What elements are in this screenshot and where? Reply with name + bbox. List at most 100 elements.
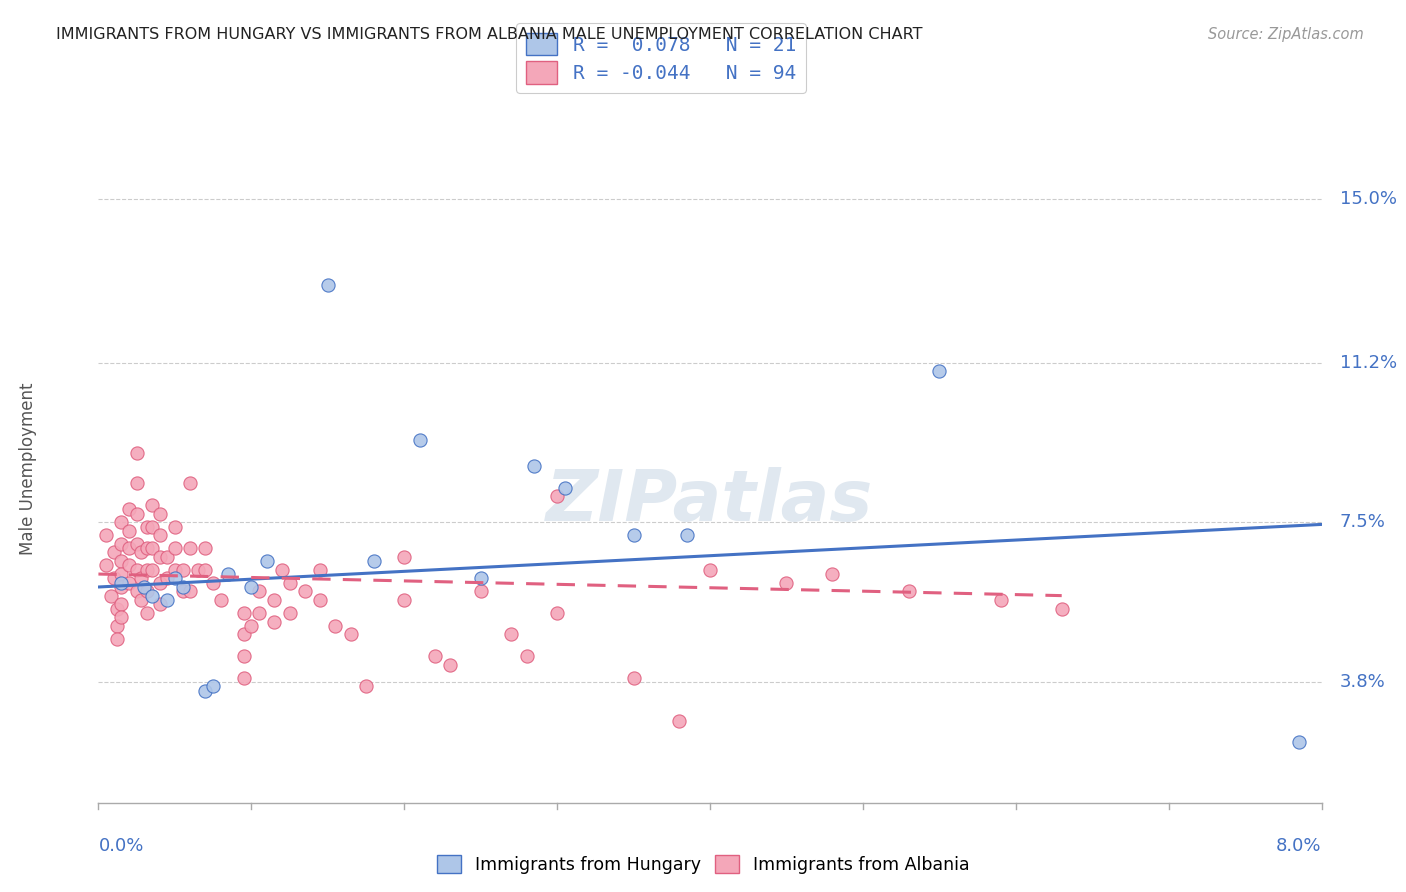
Point <box>105 619 128 633</box>
Point <box>408 434 430 448</box>
Point <box>232 627 254 641</box>
Point <box>136 584 159 599</box>
Point <box>149 575 172 590</box>
Point <box>110 580 132 594</box>
Point <box>439 657 461 672</box>
Point <box>247 584 270 599</box>
Point <box>515 648 537 663</box>
Point <box>668 714 690 728</box>
Point <box>141 541 163 556</box>
Point <box>110 597 132 611</box>
Point <box>103 571 125 585</box>
Point <box>125 563 148 577</box>
Point <box>240 619 263 633</box>
Point <box>278 606 301 620</box>
Point <box>141 589 163 603</box>
Point <box>217 567 239 582</box>
Point <box>149 528 172 542</box>
Point <box>392 549 416 564</box>
Point <box>149 549 172 564</box>
Point <box>232 671 254 685</box>
Point <box>363 554 385 568</box>
Point <box>423 648 446 663</box>
Point <box>309 593 332 607</box>
Point <box>523 459 546 474</box>
Point <box>110 554 132 568</box>
Point <box>247 606 270 620</box>
Text: 15.0%: 15.0% <box>1340 189 1398 208</box>
Point <box>1288 735 1310 749</box>
Legend: R =  0.078   N = 21, R = -0.044   N = 94: R = 0.078 N = 21, R = -0.044 N = 94 <box>516 23 806 94</box>
Point <box>118 558 141 573</box>
Point <box>897 584 920 599</box>
Point <box>270 563 294 577</box>
Point <box>163 563 186 577</box>
Text: Male Unemployment: Male Unemployment <box>20 382 38 555</box>
Point <box>103 545 125 559</box>
Point <box>554 481 576 495</box>
Point <box>623 671 645 685</box>
Text: 3.8%: 3.8% <box>1340 673 1386 691</box>
Text: 0.0%: 0.0% <box>98 838 143 855</box>
Point <box>470 584 492 599</box>
Point <box>240 580 263 594</box>
Point <box>821 567 844 582</box>
Point <box>118 524 141 538</box>
Point <box>309 563 332 577</box>
Point <box>125 446 148 460</box>
Point <box>141 519 163 533</box>
Point <box>136 606 159 620</box>
Point <box>172 563 194 577</box>
Point <box>232 648 254 663</box>
Point <box>172 580 194 594</box>
Point <box>501 627 523 641</box>
Point <box>163 541 186 556</box>
Point <box>136 519 159 533</box>
Text: 11.2%: 11.2% <box>1340 353 1398 372</box>
Point <box>194 683 217 698</box>
Point <box>928 364 950 378</box>
Text: ZIPatlas: ZIPatlas <box>547 467 873 536</box>
Point <box>105 632 128 646</box>
Point <box>339 627 361 641</box>
Point <box>110 575 132 590</box>
Point <box>136 563 159 577</box>
Point <box>172 584 194 599</box>
Point <box>125 537 148 551</box>
Point <box>546 489 568 503</box>
Point <box>209 593 232 607</box>
Point <box>129 593 152 607</box>
Point <box>129 571 152 585</box>
Point <box>325 619 347 633</box>
Point <box>105 601 128 615</box>
Point <box>141 563 163 577</box>
Point <box>194 563 217 577</box>
Point <box>179 541 201 556</box>
Point <box>1050 601 1073 615</box>
Point <box>316 277 339 292</box>
Point <box>623 528 645 542</box>
Point <box>110 515 132 529</box>
Point <box>118 575 141 590</box>
Point <box>110 610 132 624</box>
Point <box>256 554 278 568</box>
Point <box>134 580 156 594</box>
Point <box>990 593 1012 607</box>
Text: 7.5%: 7.5% <box>1340 513 1386 532</box>
Point <box>141 498 163 512</box>
Point <box>94 528 117 542</box>
Point <box>546 606 568 620</box>
Point <box>294 584 316 599</box>
Point <box>136 541 159 556</box>
Point <box>129 545 152 559</box>
Point <box>118 541 141 556</box>
Point <box>118 502 141 516</box>
Point <box>194 541 217 556</box>
Point <box>125 584 148 599</box>
Point <box>163 571 186 585</box>
Text: IMMIGRANTS FROM HUNGARY VS IMMIGRANTS FROM ALBANIA MALE UNEMPLOYMENT CORRELATION: IMMIGRANTS FROM HUNGARY VS IMMIGRANTS FR… <box>56 27 922 42</box>
Legend: Immigrants from Hungary, Immigrants from Albania: Immigrants from Hungary, Immigrants from… <box>432 850 974 879</box>
Point <box>94 558 117 573</box>
Point <box>125 476 148 491</box>
Point <box>187 563 209 577</box>
